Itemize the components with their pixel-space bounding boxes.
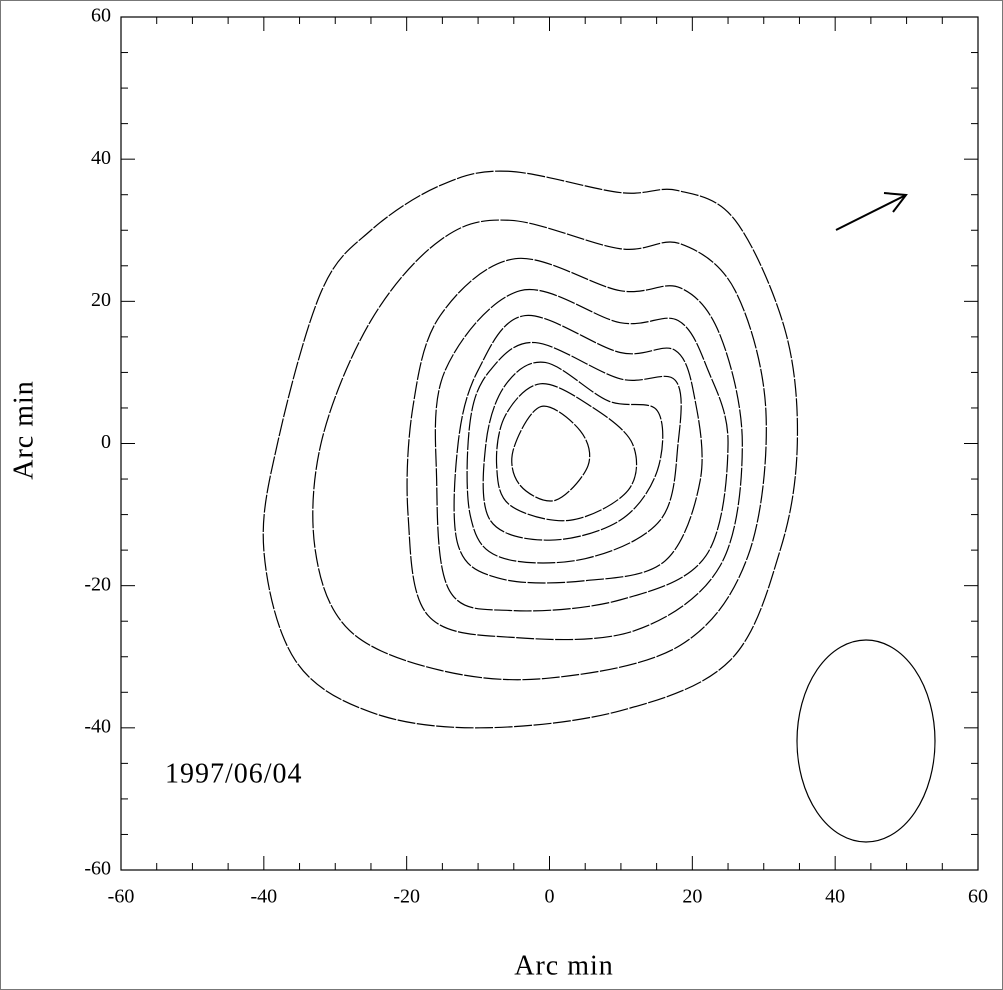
plot-frame <box>120 16 979 871</box>
x-tick-label: 20 <box>682 886 702 908</box>
contour-line <box>495 383 638 522</box>
beam-ellipse <box>796 639 936 843</box>
x-tick-label: -60 <box>108 886 135 908</box>
y-tick-label: 0 <box>101 431 111 453</box>
y-axis-label: Arc min <box>8 380 39 480</box>
y-tick-label: -60 <box>84 858 111 880</box>
direction-arrow <box>835 194 907 231</box>
y-tick-label: -20 <box>84 573 111 595</box>
contour-line <box>262 170 799 729</box>
y-tick-label: 20 <box>91 289 111 311</box>
contour-line <box>466 341 682 564</box>
x-tick-label: 0 <box>545 886 555 908</box>
contour-line <box>406 257 743 641</box>
y-tick-label: 60 <box>91 5 111 27</box>
contour-line <box>511 405 591 502</box>
contour-line <box>453 314 703 584</box>
y-tick-label: 40 <box>91 147 111 169</box>
x-axis-label: Arc min <box>514 950 614 981</box>
y-tick-label: -40 <box>84 715 111 737</box>
date-annotation: 1997/06/04 <box>165 758 303 789</box>
contour-line <box>434 288 729 612</box>
contour-line <box>312 219 767 681</box>
contour-line <box>482 361 664 541</box>
x-tick-label: -40 <box>250 886 277 908</box>
x-tick-label: 40 <box>825 886 845 908</box>
x-tick-label: 60 <box>968 886 988 908</box>
x-tick-label: -20 <box>393 886 420 908</box>
arrow-head <box>883 192 908 213</box>
